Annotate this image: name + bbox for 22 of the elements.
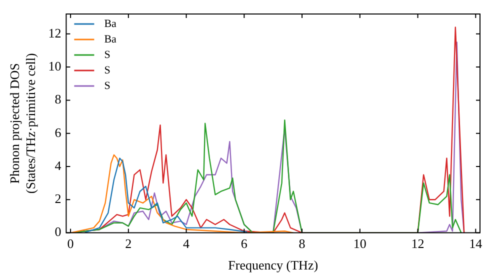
x-tick-label: 12 — [411, 236, 424, 252]
x-tick-label: 6 — [240, 236, 248, 252]
legend-label: Ba — [104, 33, 117, 46]
y-tick-label: 4 — [54, 158, 62, 173]
y-axis-title: Phonon projected DOS (States/THz·primitive cell) — [7, 53, 38, 194]
x-tick-label: 10 — [353, 236, 366, 252]
x-tick-label: 14 — [469, 236, 483, 252]
y-tick-label: 0 — [54, 224, 62, 240]
legend-label: S — [104, 80, 110, 92]
x-tick-label: 4 — [183, 236, 190, 252]
y-tick-label: 8 — [54, 92, 62, 107]
legend-label: S — [104, 48, 110, 61]
y-tick-label: 6 — [54, 124, 62, 140]
y-tick-label: 2 — [54, 191, 62, 206]
x-tick-label: 0 — [67, 236, 74, 252]
legend-label: Ba — [104, 18, 117, 30]
x-tick-label: 2 — [125, 236, 132, 252]
x-tick-label: 8 — [298, 236, 306, 252]
y-tick-label: 10 — [48, 58, 62, 74]
y-tick-label: 12 — [48, 25, 62, 40]
x-axis-title: Frequency (THz) — [228, 258, 318, 273]
legend-label: S — [104, 64, 110, 76]
